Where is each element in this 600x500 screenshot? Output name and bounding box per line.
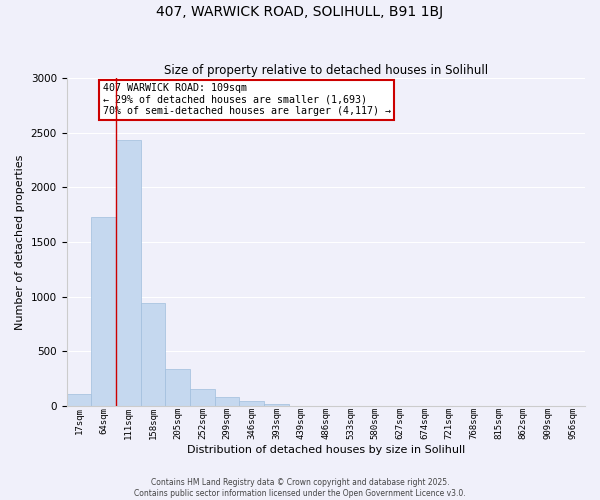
Bar <box>165 368 190 406</box>
Title: Size of property relative to detached houses in Solihull: Size of property relative to detached ho… <box>164 64 488 77</box>
Bar <box>67 394 91 406</box>
Bar <box>215 397 239 406</box>
Text: 407, WARWICK ROAD, SOLIHULL, B91 1BJ: 407, WARWICK ROAD, SOLIHULL, B91 1BJ <box>157 5 443 19</box>
Bar <box>140 303 165 406</box>
Bar <box>91 217 116 406</box>
X-axis label: Distribution of detached houses by size in Solihull: Distribution of detached houses by size … <box>187 445 465 455</box>
Y-axis label: Number of detached properties: Number of detached properties <box>15 154 25 330</box>
Bar <box>239 402 264 406</box>
Text: Contains HM Land Registry data © Crown copyright and database right 2025.
Contai: Contains HM Land Registry data © Crown c… <box>134 478 466 498</box>
Bar <box>190 389 215 406</box>
Bar <box>264 404 289 406</box>
Bar <box>116 140 140 406</box>
Text: 407 WARWICK ROAD: 109sqm
← 29% of detached houses are smaller (1,693)
70% of sem: 407 WARWICK ROAD: 109sqm ← 29% of detach… <box>103 83 391 116</box>
